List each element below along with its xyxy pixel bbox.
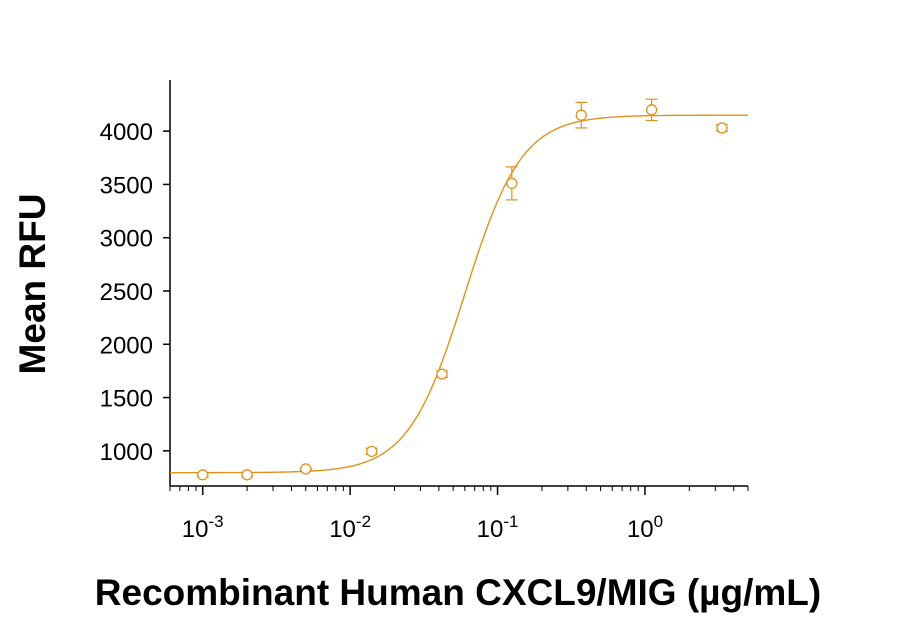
data-point <box>436 368 449 380</box>
point-marker <box>575 109 587 121</box>
x-tick-base: 10 <box>477 516 504 543</box>
x-tick-label: 100 <box>627 512 663 543</box>
data-point <box>645 98 658 122</box>
x-tick-base: 10 <box>329 516 356 543</box>
data-point <box>299 463 312 475</box>
point-marker <box>197 469 209 481</box>
x-tick-label: 10-2 <box>329 512 371 543</box>
x-axis-ticks: 10-3 10-2 10-1 100 <box>169 486 749 543</box>
point-marker <box>645 104 658 116</box>
plot-area <box>169 80 748 487</box>
x-tick-exponent: -3 <box>208 512 223 531</box>
x-tick-base: 10 <box>182 516 209 543</box>
data-point <box>505 166 518 201</box>
y-tick-label: 3500 <box>100 172 153 199</box>
x-tick-exponent: -1 <box>503 512 518 531</box>
fit-curve-layer <box>170 114 748 474</box>
x-axis-title: Recombinant Human CXCL9/MIG (µg/mL) <box>95 572 821 613</box>
data-points-layer <box>196 98 728 481</box>
y-tick-label: 1000 <box>100 439 153 466</box>
y-axis-title: Mean RFU <box>12 194 53 375</box>
point-marker <box>300 463 312 475</box>
y-axis-ticks: 1000 1500 2000 2500 3000 3500 4000 <box>100 119 170 466</box>
x-tick-label: 10-3 <box>182 512 224 543</box>
data-point <box>575 101 588 129</box>
data-point <box>365 445 378 458</box>
y-tick-label: 3000 <box>100 226 153 253</box>
point-marker <box>366 445 378 458</box>
x-tick-exponent: 0 <box>654 512 663 531</box>
data-point <box>715 122 728 134</box>
fit-curve <box>170 114 748 474</box>
point-marker <box>436 368 448 380</box>
x-tick-label: 10-1 <box>477 512 519 543</box>
y-tick-label: 2000 <box>100 332 153 359</box>
x-tick-exponent: -2 <box>356 512 371 531</box>
y-tick-label: 4000 <box>100 119 153 146</box>
x-tick-base: 10 <box>627 516 654 543</box>
data-point <box>241 469 254 481</box>
y-tick-label: 2500 <box>100 279 153 306</box>
point-marker <box>716 122 728 134</box>
data-point <box>196 469 209 481</box>
point-marker <box>506 177 518 190</box>
point-marker <box>241 469 253 481</box>
y-tick-label: 1500 <box>100 386 153 413</box>
